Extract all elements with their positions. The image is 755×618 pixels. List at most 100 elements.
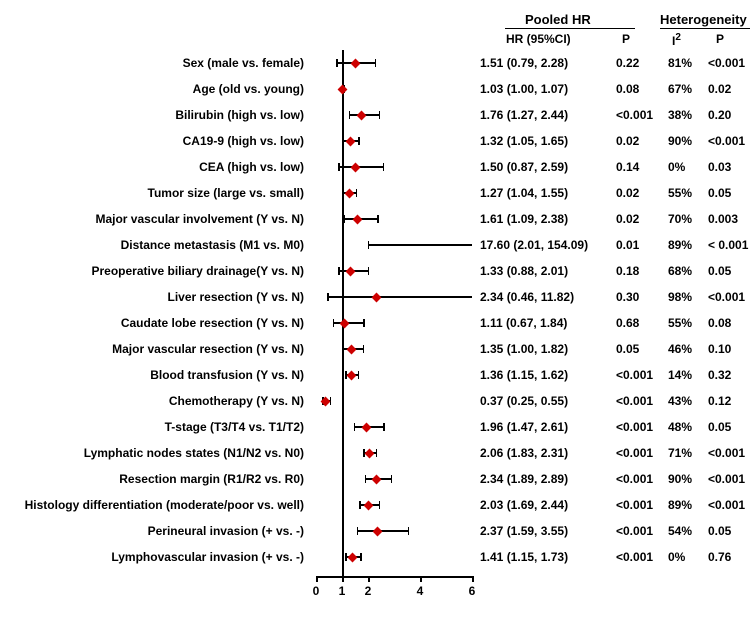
i2-value: 67% [668,76,708,102]
i2-value: 14% [668,362,708,388]
ci-cap-high [383,423,385,431]
forest-row: Perineural invasion (+ vs. -)2.37 (1.59,… [0,518,755,544]
row-label: Liver resection (Y vs. N) [0,284,310,310]
het-header: Heterogeneity [660,12,747,27]
ci-line [368,244,472,246]
het-p-value: 0.08 [708,310,754,336]
hr-ci-text: 1.41 (1.15, 1.73) [480,544,615,570]
hr-marker [345,136,355,146]
ci-cap-high [408,527,410,535]
forest-row: Liver resection (Y vs. N) 2.34 (0.46, 11.… [0,284,755,310]
x-tick-label: 1 [332,584,352,598]
x-axis [316,576,472,578]
p-header: P [622,32,630,46]
p-value: 0.30 [616,284,666,310]
ci-cap-high [377,215,379,223]
het-p-value: 0.05 [708,518,754,544]
ci-cap-high [391,475,393,483]
ci-cap-low [368,241,370,249]
hr-ci-text: 1.32 (1.05, 1.65) [480,128,615,154]
hr-marker [346,266,356,276]
i2-value: 43% [668,388,708,414]
hr-marker [353,214,363,224]
hr-ci-text: 1.96 (1.47, 2.61) [480,414,615,440]
hr-ci-text: 1.76 (1.27, 2.44) [480,102,615,128]
x-tick [342,576,344,582]
x-tick [316,576,318,582]
row-label: CEA (high vs. low) [0,154,310,180]
x-tick [472,576,474,582]
row-label: Major vascular resection (Y vs. N) [0,336,310,362]
i2-value: 90% [668,466,708,492]
row-label: Resection margin (R1/R2 vs. R0) [0,466,310,492]
ci-cap-high [358,137,360,145]
row-label: Tumor size (large vs. small) [0,180,310,206]
het-p-value: 0.10 [708,336,754,362]
i2-value: 55% [668,310,708,336]
p-value: <0.001 [616,102,666,128]
ci-cap-high [360,553,362,561]
ci-cap-high [376,449,378,457]
i2-value: 98% [668,284,708,310]
p-value: <0.001 [616,466,666,492]
hr-marker [372,474,382,484]
p-value: 0.05 [616,336,666,362]
hr-marker [346,370,356,380]
het-p-value: <0.001 [708,440,754,466]
row-label: Caudate lobe resection (Y vs. N) [0,310,310,336]
x-tick-label: 6 [462,584,482,598]
ci-line [328,296,472,298]
hr-marker [348,552,358,562]
ci-cap-low [349,111,351,119]
hr-marker [344,188,354,198]
pooled-underline [505,28,635,29]
ci-cap-low [336,59,338,67]
het-p-value: <0.001 [708,50,754,76]
x-tick-label: 0 [306,584,326,598]
forest-row: Tumor size (large vs. small)1.27 (1.04, … [0,180,755,206]
hr-marker [350,58,360,68]
p-value: <0.001 [616,388,666,414]
forest-row: Major vascular resection (Y vs. N) 1.35 (… [0,336,755,362]
p-value: 0.68 [616,310,666,336]
row-label: CA19-9 (high vs. low) [0,128,310,154]
p-value: 0.08 [616,76,666,102]
hr-ci-text: 1.35 (1.00, 1.82) [480,336,615,362]
het-p-value: 0.05 [708,258,754,284]
i2-value: 38% [668,102,708,128]
pooled-hr-header: Pooled HR [525,12,591,27]
hr-marker [372,292,382,302]
het-p-value: 0.03 [708,154,754,180]
hr-marker [357,110,367,120]
ci-cap-high [356,189,358,197]
hr-ci-text: 1.33 (0.88, 2.01) [480,258,615,284]
hr-ci-text: 2.37 (1.59, 3.55) [480,518,615,544]
i2-value: 71% [668,440,708,466]
header-row: Pooled HR HR (95%CI) P Heterogeneity I2 … [0,6,755,48]
p-value: <0.001 [616,544,666,570]
forest-row: Age (old vs. young)1.03 (1.00, 1.07)0.08… [0,76,755,102]
row-label: Sex (male vs. female) [0,50,310,76]
het-p-value: 0.05 [708,414,754,440]
ci-cap-low [338,163,340,171]
hr-ci-text: 2.03 (1.69, 2.44) [480,492,615,518]
p-value: <0.001 [616,440,666,466]
hr-ci-text: 0.37 (0.25, 0.55) [480,388,615,414]
forest-row: Caudate lobe resection (Y vs. N)1.11 (0.… [0,310,755,336]
i2-value: 55% [668,180,708,206]
ci-cap-high [363,345,365,353]
hr-ci-text: 1.36 (1.15, 1.62) [480,362,615,388]
het-p-value: 0.05 [708,180,754,206]
hr-ci-text: 2.34 (0.46, 11.82) [480,284,615,310]
het-p-value: 0.003 [708,206,754,232]
forest-row: Resection margin (R1/R2 vs. R0)2.34 (1.8… [0,466,755,492]
hrci-header: HR (95%CI) [506,32,571,46]
row-label: Chemotherapy (Y vs. N) [0,388,310,414]
het-p-value: <0.001 [708,284,754,310]
x-tick-label: 2 [358,584,378,598]
hp-header: P [716,32,724,46]
i2-value: 68% [668,258,708,284]
i2-value: 89% [668,492,708,518]
row-label: T-stage (T3/T4 vs. T1/T2) [0,414,310,440]
ci-cap-low [359,501,361,509]
